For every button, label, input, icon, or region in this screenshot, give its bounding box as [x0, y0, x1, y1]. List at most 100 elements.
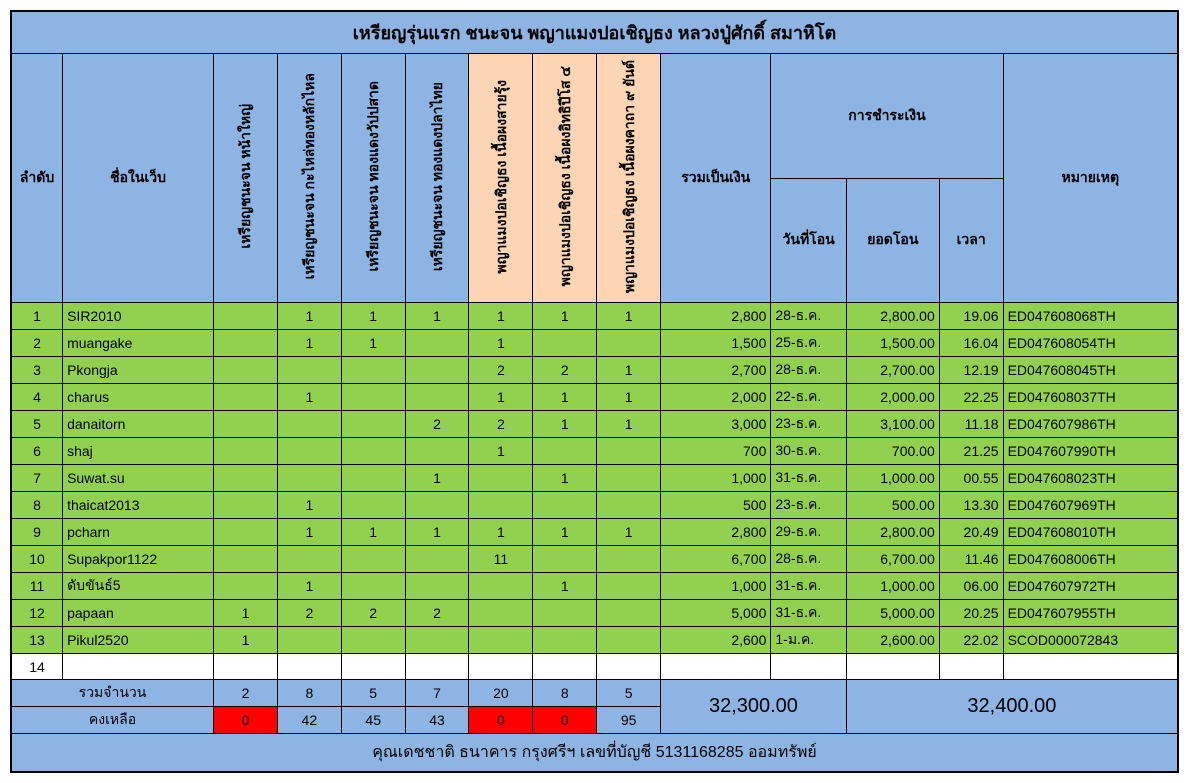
cell: 2,600 [661, 627, 771, 654]
cell: Suwat.su [63, 465, 214, 492]
cell: 1,000 [661, 465, 771, 492]
cell: 2,600.00 [846, 627, 939, 654]
cell: Pkongja [63, 357, 214, 384]
cell [277, 357, 341, 384]
summary-totals-row: รวมจำนวน 2 8 5 7 20 8 5 32,300.00 32,400… [12, 680, 1178, 707]
cell [341, 411, 405, 438]
cell: 500 [661, 492, 771, 519]
cell [597, 438, 661, 465]
cell [214, 654, 278, 680]
remain-cell: 0 [533, 707, 597, 734]
cell: 13.30 [939, 492, 1003, 519]
cell: 2 [469, 357, 533, 384]
cell: 5 [12, 411, 63, 438]
table-row: 7Suwat.su111,00031-ธ.ค.1,000.0000.55ED04… [12, 465, 1178, 492]
cell: 30-ธ.ค. [771, 438, 846, 465]
cell [341, 357, 405, 384]
table-row: 11ดับขันธ์5111,00031-ธ.ค.1,000.0006.00ED… [12, 573, 1178, 600]
cell [597, 654, 661, 680]
cell: 1 [341, 303, 405, 330]
cell: 1 [341, 330, 405, 357]
col-pay-time: เวลา [939, 178, 1003, 303]
cell: 23-ธ.ค. [771, 411, 846, 438]
cell [597, 600, 661, 627]
cell [939, 654, 1003, 680]
cell [341, 384, 405, 411]
cell: ED047607986TH [1003, 411, 1177, 438]
cell [597, 330, 661, 357]
cell: 13 [12, 627, 63, 654]
cell [533, 492, 597, 519]
cell [214, 438, 278, 465]
col-pay-date: วันที่โอน [771, 178, 846, 303]
col-payment-group: การชำระเงิน [771, 54, 1003, 179]
col-v3: เหรียญชนะจน ทองแดงวัปปสาด [341, 54, 405, 303]
cell: 1 [214, 600, 278, 627]
cell [405, 357, 469, 384]
cell [214, 573, 278, 600]
cell [341, 627, 405, 654]
cell: ED047608023TH [1003, 465, 1177, 492]
sum-t7: 5 [597, 680, 661, 707]
cell: 8 [12, 492, 63, 519]
cell: 1 [277, 303, 341, 330]
cell: 1 [597, 303, 661, 330]
cell: 1 [597, 357, 661, 384]
cell [469, 600, 533, 627]
cell [533, 627, 597, 654]
table-row: 14 [12, 654, 1178, 680]
cell: 1 [405, 465, 469, 492]
cell: 2,000 [661, 384, 771, 411]
cell [214, 546, 278, 573]
cell [341, 465, 405, 492]
cell: 3,000 [661, 411, 771, 438]
table-row: 13Pikul252012,6001-ม.ค.2,600.0022.02SCOD… [12, 627, 1178, 654]
cell: 2,700.00 [846, 357, 939, 384]
cell [63, 654, 214, 680]
cell [341, 546, 405, 573]
cell [469, 465, 533, 492]
table-row: 4charus11112,00022-ธ.ค.2,000.0022.25ED04… [12, 384, 1178, 411]
cell: 1,500 [661, 330, 771, 357]
cell: 12.19 [939, 357, 1003, 384]
cell [214, 492, 278, 519]
cell [1003, 654, 1177, 680]
cell [277, 546, 341, 573]
cell: 1 [597, 384, 661, 411]
cell: 2,800 [661, 303, 771, 330]
cell [405, 438, 469, 465]
remain-cell: 42 [277, 707, 341, 734]
sum-t6: 8 [533, 680, 597, 707]
cell [341, 573, 405, 600]
cell: 1 [277, 519, 341, 546]
cell [341, 438, 405, 465]
cell: 21.25 [939, 438, 1003, 465]
cell: 20.25 [939, 600, 1003, 627]
table-row: 2muangake1111,50025-ธ.ค.1,500.0016.04ED0… [12, 330, 1178, 357]
cell [405, 330, 469, 357]
cell: 2 [277, 600, 341, 627]
cell [597, 546, 661, 573]
cell: 2 [405, 411, 469, 438]
cell: 1 [533, 411, 597, 438]
cell: 1 [405, 519, 469, 546]
table-row: 3Pkongja2212,70028-ธ.ค.2,700.0012.19ED04… [12, 357, 1178, 384]
cell: thaicat2013 [63, 492, 214, 519]
cell [533, 330, 597, 357]
cell: 2,700 [661, 357, 771, 384]
cell [469, 573, 533, 600]
cell: muangake [63, 330, 214, 357]
cell [214, 303, 278, 330]
cell: 5,000 [661, 600, 771, 627]
cell: shaj [63, 438, 214, 465]
cell: 31-ธ.ค. [771, 573, 846, 600]
sum-t4: 7 [405, 680, 469, 707]
summary-total-label: รวมจำนวน [12, 680, 214, 707]
cell: 1 [533, 384, 597, 411]
cell [533, 600, 597, 627]
cell [469, 654, 533, 680]
cell: 1 [277, 573, 341, 600]
cell: ED047607969TH [1003, 492, 1177, 519]
col-pay-amt: ยอดโอน [846, 178, 939, 303]
table-row: 10Supakpor1122116,70028-ธ.ค.6,700.0011.4… [12, 546, 1178, 573]
